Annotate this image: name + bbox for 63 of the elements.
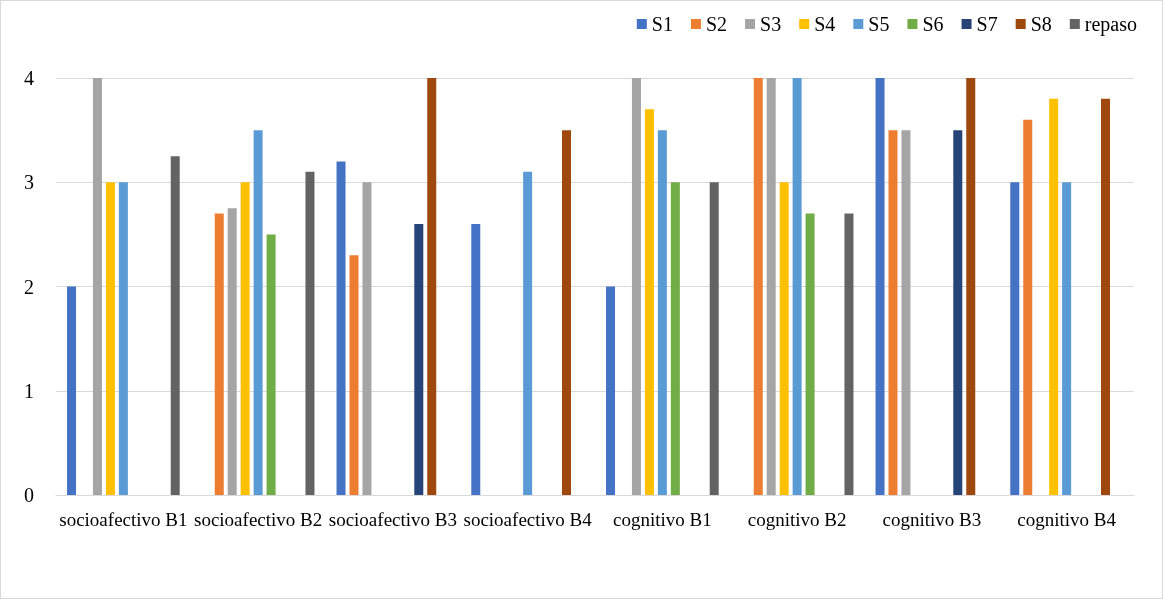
legend-label: repaso	[1084, 13, 1138, 36]
bar	[779, 182, 789, 495]
bar	[792, 78, 802, 495]
bar	[427, 78, 437, 495]
bar	[240, 182, 250, 495]
bar	[670, 182, 680, 495]
bar	[92, 78, 102, 495]
x-tick-label: socioafectivo B4	[463, 508, 593, 530]
x-tick-label: cognitivo B3	[882, 508, 982, 530]
bar	[966, 78, 976, 495]
bar	[709, 182, 719, 495]
y-tick-label: 2	[24, 275, 34, 298]
legend-label: S4	[814, 13, 836, 35]
bar	[644, 109, 654, 495]
bar	[523, 171, 533, 495]
bar	[805, 213, 815, 495]
y-tick-label: 1	[24, 379, 34, 402]
bar	[766, 78, 776, 495]
x-tick-label: socioafectivo B3	[328, 508, 457, 530]
y-tick-label: 4	[24, 67, 34, 89]
legend-label: S2	[705, 13, 728, 35]
x-tick-label: cognitivo B1	[613, 508, 712, 530]
bar	[606, 286, 616, 495]
x-tick-label: socioafectivo B1	[59, 508, 188, 530]
bar	[305, 171, 315, 495]
bar	[631, 78, 641, 495]
bar	[1101, 98, 1111, 495]
bar	[953, 130, 963, 495]
legend-label: S7	[976, 13, 998, 35]
bar	[1062, 182, 1072, 495]
legend-label: S3	[760, 13, 782, 35]
bar	[844, 213, 854, 495]
bar	[253, 130, 263, 495]
y-tick-label: 3	[24, 171, 34, 194]
bar	[471, 223, 481, 495]
bar	[67, 286, 77, 495]
x-tick-label: cognitivo B2	[747, 508, 847, 530]
bar	[1049, 98, 1059, 495]
bar	[888, 130, 898, 495]
bar	[214, 213, 224, 495]
bar	[1023, 119, 1033, 495]
bar	[170, 156, 180, 495]
bar	[657, 130, 667, 495]
legend-label: S1	[651, 13, 673, 35]
bar	[349, 255, 359, 495]
bar	[753, 78, 763, 495]
bar	[901, 130, 911, 495]
bar	[227, 208, 237, 495]
bar	[362, 182, 372, 495]
bar	[118, 182, 128, 495]
bar	[875, 78, 885, 495]
bar	[266, 234, 276, 495]
bar	[562, 130, 572, 495]
bar	[1010, 182, 1020, 495]
x-tick-label: cognitivo B4	[1017, 508, 1117, 530]
bar	[414, 223, 424, 495]
legend-label: S6	[922, 13, 944, 35]
x-tick-label: socioafectivo B2	[194, 508, 323, 530]
legend-label: S8	[1030, 13, 1052, 35]
bar	[336, 161, 346, 495]
legend-label: S5	[868, 13, 890, 35]
y-tick-label: 0	[24, 484, 34, 506]
bar	[105, 182, 115, 495]
